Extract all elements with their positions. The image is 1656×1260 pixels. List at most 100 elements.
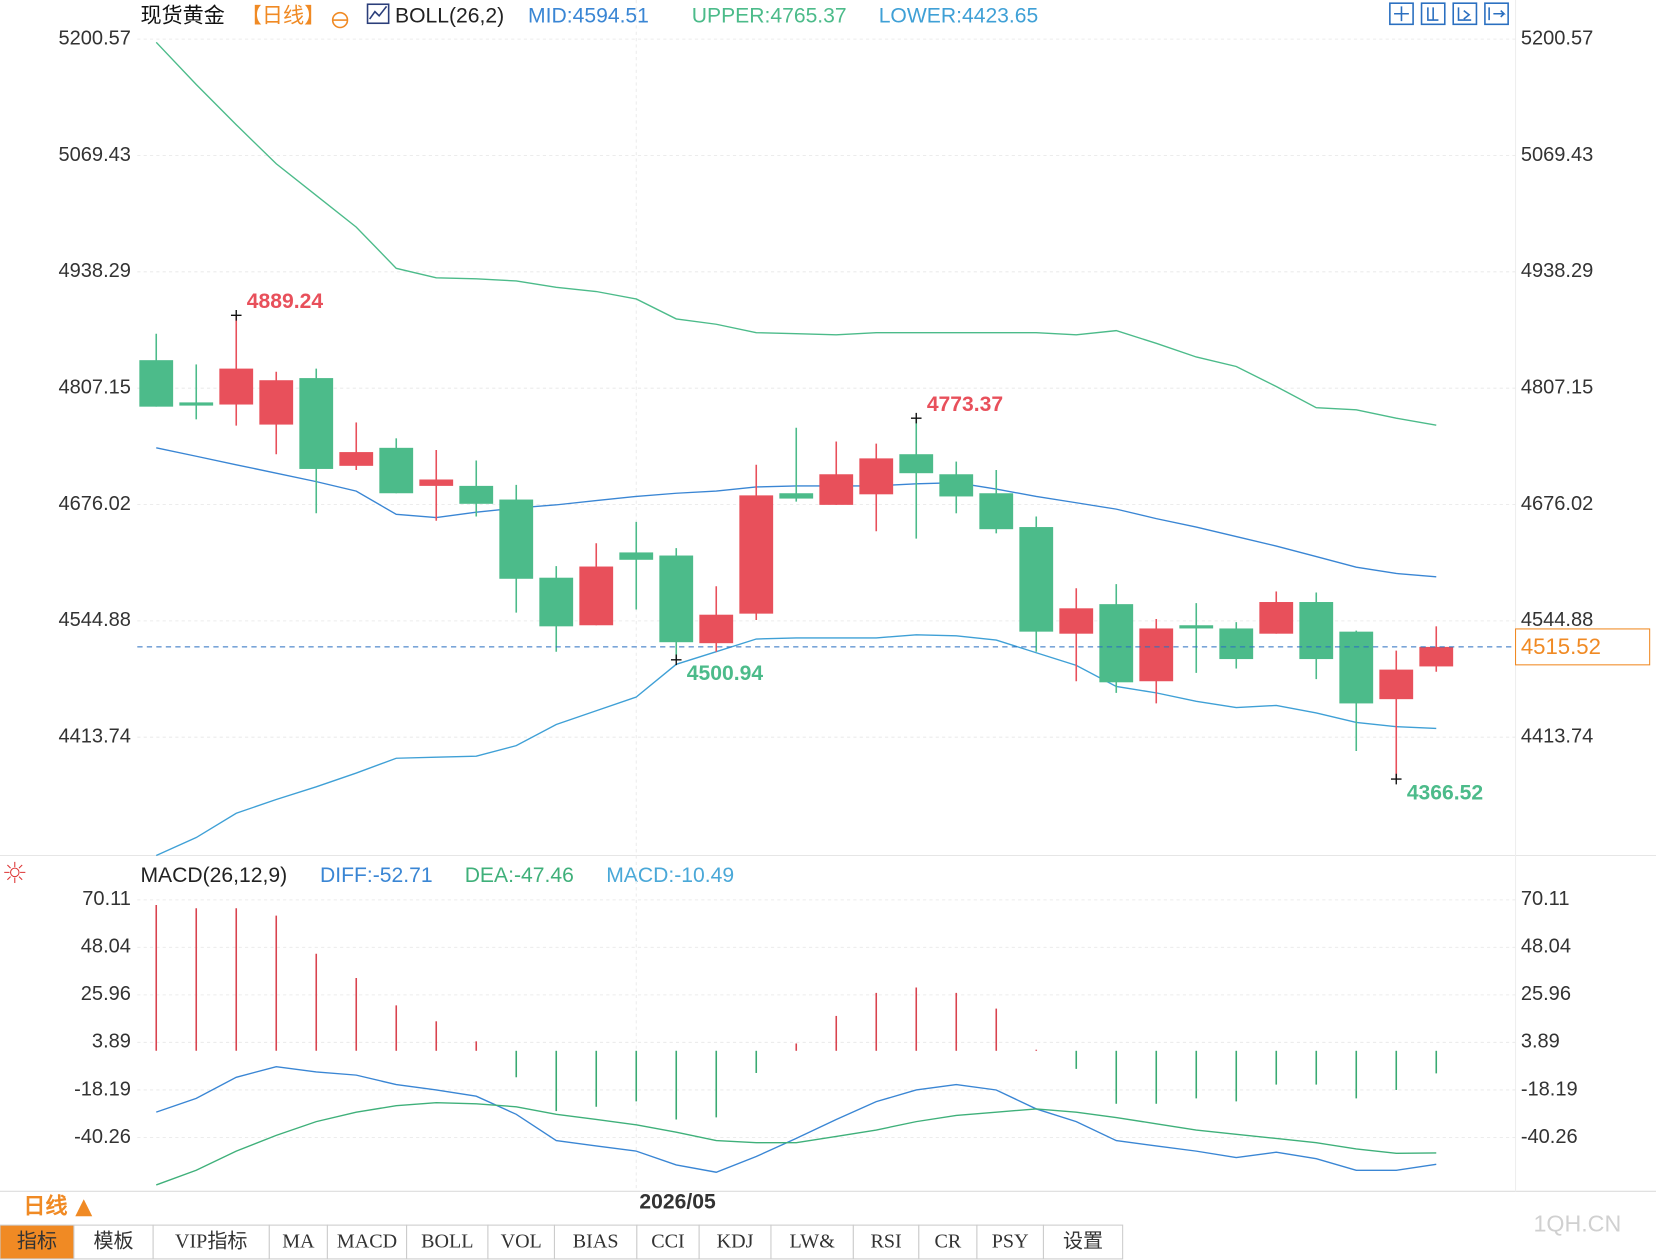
y-tick-label: 70.11	[82, 888, 131, 910]
line-series	[156, 1102, 1437, 1186]
candle-body	[1299, 602, 1334, 660]
x-tick-label: 2026/05	[639, 1191, 716, 1214]
extreme-label: 4889.24	[247, 290, 324, 313]
tab-label[interactable]: CCI	[651, 1231, 684, 1253]
tab[interactable]	[770, 1224, 854, 1260]
candle-body	[579, 566, 614, 626]
tab[interactable]	[487, 1224, 555, 1260]
tab[interactable]	[268, 1224, 328, 1260]
chart-title: 现货黄金	[140, 3, 224, 27]
extreme-label: 4366.52	[1407, 781, 1483, 804]
tab-label[interactable]: VIP指标	[175, 1230, 247, 1253]
price-box	[1515, 628, 1651, 666]
legend-entry: LOWER:4423.65	[879, 4, 1039, 27]
tab-label[interactable]: RSI	[870, 1231, 901, 1253]
tab-label[interactable]: 设置	[1063, 1230, 1103, 1253]
y-tick-label: 4544.88	[58, 609, 130, 631]
y-tick-label: 48.04	[81, 936, 131, 958]
candle-body	[1379, 669, 1414, 700]
candle-body	[459, 485, 494, 504]
line-series	[156, 1066, 1437, 1173]
candle-body	[819, 474, 854, 505]
period-tab[interactable]: 日线 ▲	[23, 1194, 92, 1220]
line-series	[155, 634, 1437, 857]
y-tick-label: 5200.57	[1521, 27, 1593, 49]
y-tick-label: 70.11	[1521, 888, 1570, 910]
candle-body	[1339, 631, 1374, 704]
tab[interactable]	[852, 1224, 920, 1260]
tab-label[interactable]: KDJ	[717, 1231, 754, 1253]
candle-body	[539, 577, 574, 627]
extreme-label: 4773.37	[927, 393, 1003, 416]
candle-body	[419, 479, 454, 486]
y-tick-label: 4938.29	[1521, 260, 1593, 282]
y-tick-label: 25.96	[81, 983, 131, 1005]
tab-label[interactable]: BIAS	[573, 1231, 619, 1253]
candle-body	[1179, 625, 1214, 629]
tab-label[interactable]: 模板	[93, 1230, 133, 1253]
macd-title: MACD(26,12,9)	[140, 864, 287, 887]
candle-body	[619, 552, 654, 560]
extreme-marker	[910, 412, 922, 424]
extreme-marker	[670, 654, 682, 666]
tab[interactable]	[73, 1224, 154, 1260]
price-label: 4515.52	[1521, 634, 1601, 659]
legend-entry: MID:4594.51	[528, 4, 649, 27]
y-tick-label: 25.96	[1521, 983, 1571, 1005]
candle-body	[379, 447, 414, 494]
tab-label[interactable]: CR	[934, 1231, 961, 1253]
tab[interactable]	[1042, 1224, 1124, 1260]
legend-entry: DIFF:-52.71	[320, 864, 433, 887]
candle-body	[1019, 527, 1054, 632]
candle-body	[179, 402, 214, 406]
candle-body	[1219, 628, 1254, 660]
candle-body	[139, 360, 174, 407]
line-series	[155, 41, 1437, 426]
icon	[368, 5, 388, 20]
y-tick-label: 48.04	[1521, 936, 1571, 958]
tab[interactable]	[0, 1224, 75, 1260]
y-tick-label: 4544.88	[1521, 609, 1593, 631]
toolbar-icons[interactable]	[1389, 2, 1509, 26]
y-tick-label: 4938.29	[58, 260, 130, 282]
tab-label[interactable]: LW&	[790, 1231, 836, 1253]
tab[interactable]	[636, 1224, 700, 1260]
period-label: 【日线】	[241, 3, 325, 27]
tab-label[interactable]: MACD	[337, 1231, 397, 1253]
candle-body	[979, 493, 1014, 530]
tab-bar: 指标 模板 VIP指标 MA MACD BOLL VOL BIAS CCI KDJ LW& RSI CR…	[0, 1224, 1124, 1260]
candle-body	[1419, 646, 1454, 667]
tab-label[interactable]: VOL	[501, 1231, 542, 1253]
tab-label[interactable]: MA	[282, 1231, 315, 1253]
tab[interactable]	[976, 1224, 1044, 1260]
tab-label[interactable]: BOLL	[421, 1231, 473, 1253]
y-tick-label: 3.89	[1521, 1031, 1560, 1053]
tab[interactable]	[326, 1224, 408, 1260]
tab[interactable]	[553, 1224, 638, 1260]
candle-body	[659, 555, 694, 643]
legend-entry: DEA:-47.46	[465, 864, 574, 887]
candle-body	[1259, 602, 1294, 634]
tab-label[interactable]: 指标	[17, 1230, 57, 1253]
legend-entry: UPPER:4765.37	[692, 4, 847, 27]
y-tick-label: 4676.02	[1521, 493, 1593, 515]
y-tick-label: 4413.74	[1521, 725, 1593, 747]
y-tick-label: -18.19	[74, 1078, 131, 1100]
candle-body	[859, 458, 894, 495]
y-tick-label: 5069.43	[1521, 144, 1593, 166]
y-tick-label: 4413.74	[58, 725, 130, 747]
candle-body	[299, 378, 334, 469]
indicator-label: BOLL(26,2)	[395, 4, 504, 27]
candle-body	[699, 614, 734, 644]
y-tick-label: -18.19	[1521, 1078, 1578, 1100]
candle-body	[899, 454, 934, 474]
y-tick-label: 4676.02	[58, 493, 130, 515]
tab-label[interactable]: PSY	[992, 1231, 1029, 1253]
tab[interactable]	[918, 1224, 978, 1260]
extreme-marker	[1390, 773, 1402, 785]
tab[interactable]	[152, 1224, 270, 1260]
extreme-marker	[230, 310, 242, 321]
